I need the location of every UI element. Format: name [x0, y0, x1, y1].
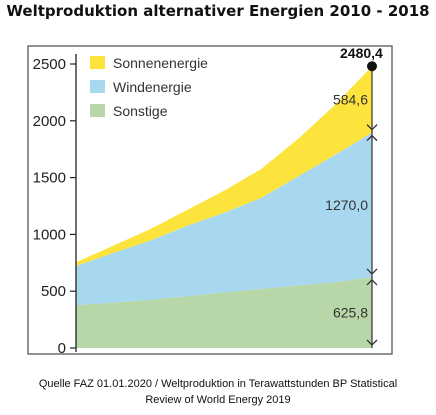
value-label-sonnenenergie: 584,6 [333, 91, 368, 107]
area-series-sonstige [76, 276, 372, 348]
y-tick-label: 0 [58, 340, 66, 357]
y-tick-label: 1500 [33, 170, 66, 187]
source-note: Quelle FAZ 01.01.2020 / Weltproduktion i… [0, 376, 436, 408]
legend-swatch [90, 80, 105, 93]
stacked-area-chart: 0 500 1000 1500 2000 2500 Sonnenenergie Windene… [27, 45, 393, 357]
arrow-sonstige-bottom [366, 339, 378, 346]
chart-container: 0 500 1000 1500 2000 2500 Sonnenenergie Windene… [0, 38, 436, 360]
legend-label: Windenergie [113, 79, 192, 95]
legend-label: Sonstige [113, 103, 168, 119]
arrow-wind-bottom [366, 268, 378, 275]
y-tick-label: 1000 [33, 226, 66, 243]
y-tick-label: 2500 [33, 56, 66, 73]
legend-swatch [90, 56, 105, 69]
y-tick-label: 2000 [33, 113, 66, 130]
arrow-sonne-bottom [366, 124, 378, 131]
total-marker [367, 61, 377, 72]
total-value-label: 2480,4 [340, 45, 383, 61]
legend-swatch [90, 104, 105, 117]
chart-title: Weltproduktion alternativer Energien 201… [6, 2, 430, 20]
area-series-windenergie [76, 132, 372, 306]
source-line-1: Quelle FAZ 01.01.2020 / Weltproduktion i… [38, 378, 398, 390]
arrow-wind-top [366, 134, 378, 142]
y-tick-label: 500 [41, 283, 66, 300]
source-line-2: Review of World Energy 2019 [145, 394, 291, 406]
area-series-sonnenenergie [76, 66, 372, 266]
value-label-sonstige: 625,8 [333, 304, 368, 320]
legend-label: Sonnenenergie [113, 55, 208, 71]
value-label-windenergie: 1270,0 [325, 197, 368, 213]
arrow-sonstige-top [366, 278, 378, 286]
